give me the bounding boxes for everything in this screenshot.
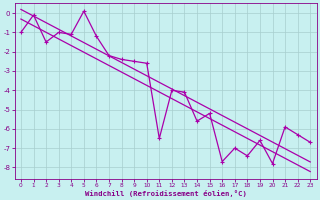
X-axis label: Windchill (Refroidissement éolien,°C): Windchill (Refroidissement éolien,°C) xyxy=(85,190,246,197)
